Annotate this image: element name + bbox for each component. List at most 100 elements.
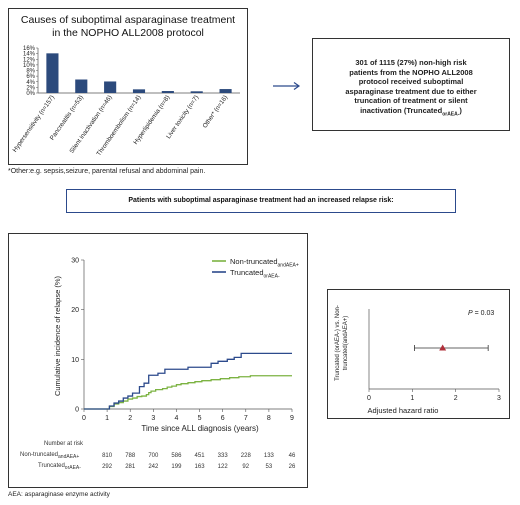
km-y-tick-label: 0 [75, 407, 79, 414]
bar [219, 89, 232, 93]
bar [75, 79, 88, 93]
risk-row-label-main: Truncated [38, 463, 65, 469]
hr-x-tick-label: 0 [367, 395, 371, 402]
risk-row-label-sub: orAEA- [64, 465, 81, 472]
km-y-axis-label: Cumulative incidence of relapse (%) [53, 275, 62, 396]
legend-nontrunc-sub: andAEA+ [277, 262, 299, 269]
risk-value-nontruncated: 133 [264, 453, 275, 459]
risk-value-truncated: 92 [242, 464, 249, 470]
banner-text: Patients with suboptimal asparaginase tr… [128, 197, 394, 204]
hr-x-tick-label: 2 [454, 395, 458, 402]
km-line-truncated [84, 352, 292, 410]
summary-line-last: inactivation (TruncatedorAEA-) [312, 106, 510, 120]
summary-box [312, 38, 510, 131]
hr-p-label: P [468, 310, 473, 317]
risk-value-nontruncated: 700 [148, 453, 159, 459]
bar [104, 81, 117, 93]
bar-y-tick-label: 0% [26, 91, 35, 97]
bar [132, 89, 146, 93]
km-x-tick-label: 6 [221, 415, 225, 422]
risk-value-truncated: 163 [195, 464, 206, 470]
summary-line-main: inactivation (Truncated [360, 105, 443, 115]
bar-category-label: Other* (n=16) [201, 94, 229, 129]
hr-y-axis-label-text: Truncated (orAEA-) vs. Non-truncated(and… [335, 305, 349, 381]
km-y-tick-label: 10 [71, 357, 79, 364]
km-panel [8, 233, 308, 488]
summary-line: 301 of 1115 (27%) non-high risk [355, 58, 467, 67]
banner-box [66, 189, 456, 213]
km-x-tick-label: 9 [290, 415, 294, 422]
risk-value-truncated: 292 [102, 464, 113, 470]
km-y-tick-label: 20 [71, 307, 79, 314]
bar [46, 53, 59, 93]
summary-line: protocol received suboptimal [358, 77, 464, 86]
hazard-ratio-panel [327, 289, 510, 419]
risk-value-truncated: 122 [218, 464, 229, 470]
summary-line: truncation of treatment or silent [354, 96, 468, 105]
km-y-tick-label: 30 [71, 258, 79, 265]
legend-nontrunc-main: Non-truncated [230, 257, 278, 266]
bar-y-tick-label: 12% [23, 57, 36, 63]
risk-value-nontruncated: 586 [171, 453, 182, 459]
hr-x-axis-label: Adjusted hazard ratio [368, 406, 439, 415]
risk-table-header: Number at risk [44, 441, 84, 447]
abbreviation-note: AEA: asparaginase enzyme activity [8, 491, 110, 498]
summary-line-end: ) [459, 105, 462, 115]
km-x-tick-label: 0 [82, 415, 86, 422]
km-x-axis-label: Time since ALL diagnosis (years) [141, 424, 259, 433]
summary-text: 301 of 1115 (27%) non-high risk patients… [312, 58, 510, 120]
km-x-tick-label: 3 [151, 415, 155, 422]
hazard-ratio-chart: 0 1 2 3 Adjusted hazard ratio [367, 309, 501, 415]
bar-y-tick-label: 16% [23, 46, 36, 52]
summary-line-sub: orAEA- [442, 111, 460, 117]
bar-chart-footnote: *Other:e.g. sepsis,seizure, parental ref… [8, 168, 206, 175]
risk-value-truncated: 26 [289, 464, 296, 470]
risk-value-truncated: 199 [171, 464, 182, 470]
bar-y-tick-label: 8% [26, 69, 35, 75]
bar-y-tick-label: 4% [26, 80, 35, 86]
risk-row-label-nontrunc: Non-truncatedandAEA+ [20, 452, 79, 460]
risk-row-label-trunc: TruncatedorAEA- [38, 463, 81, 471]
risk-value-nontruncated: 451 [195, 453, 206, 459]
risk-value-truncated: 281 [125, 464, 136, 470]
bar-y-tick-label: 10% [23, 63, 36, 69]
km-x-tick-label: 4 [174, 415, 178, 422]
hr-y-axis-label: Truncated (orAEA-) vs. Non-truncated(and… [335, 288, 350, 398]
risk-row-label-main: Non-truncated [20, 452, 59, 458]
bar-chart-title-line2: in the NOPHO ALL2008 protocol [52, 27, 204, 39]
bar-category-label: Liver toxicity (n=7) [165, 94, 200, 140]
bar-y-tick-label: 14% [23, 52, 36, 58]
legend-trunc-main: Truncated [230, 268, 264, 277]
arrow-icon [273, 82, 301, 90]
summary-line: patients from the NOPHO ALL2008 [349, 67, 473, 77]
hr-p-number: = 0.03 [472, 310, 495, 317]
risk-value-nontruncated: 228 [241, 453, 252, 459]
risk-value-nontruncated: 333 [218, 453, 229, 459]
hr-x-tick-label: 1 [410, 395, 414, 402]
bar-chart-title-line1: Causes of suboptimal asparaginase treatm… [20, 14, 236, 26]
km-x-tick-label: 7 [244, 415, 248, 422]
km-x-tick-label: 1 [105, 415, 109, 422]
risk-value-nontruncated: 46 [289, 453, 296, 459]
risk-value-nontruncated: 810 [102, 453, 113, 459]
legend-trunc-sub: orAEA- [263, 273, 280, 280]
km-chart: 0 10 20 30 0 1 2 3 4 5 6 7 8 9 Cumulative incidence o… [53, 258, 296, 471]
bar [161, 91, 174, 93]
km-x-tick-label: 8 [267, 415, 271, 422]
hr-point-estimate [439, 344, 447, 351]
hr-x-tick-label: 3 [497, 395, 501, 402]
risk-value-truncated: 53 [266, 464, 273, 470]
risk-row-label-sub: andAEA+ [58, 454, 80, 461]
hr-p-value: P = 0.03 [468, 310, 494, 317]
legend-trunc-label: TruncatedorAEA- [230, 268, 280, 280]
bar-y-tick-label: 2% [26, 85, 35, 91]
bar-y-tick-label: 6% [26, 74, 35, 80]
bar [190, 91, 203, 93]
km-line-nontruncated [84, 375, 292, 410]
risk-value-nontruncated: 788 [125, 453, 136, 459]
legend-nontrunc-label: Non-truncatedandAEA+ [230, 257, 299, 269]
bar-category-label: Hypersensitivity (n=157) [11, 94, 56, 153]
km-x-tick-label: 5 [198, 415, 202, 422]
summary-line: asparaginase treatment due to either [345, 86, 477, 96]
km-x-tick-label: 2 [128, 415, 132, 422]
